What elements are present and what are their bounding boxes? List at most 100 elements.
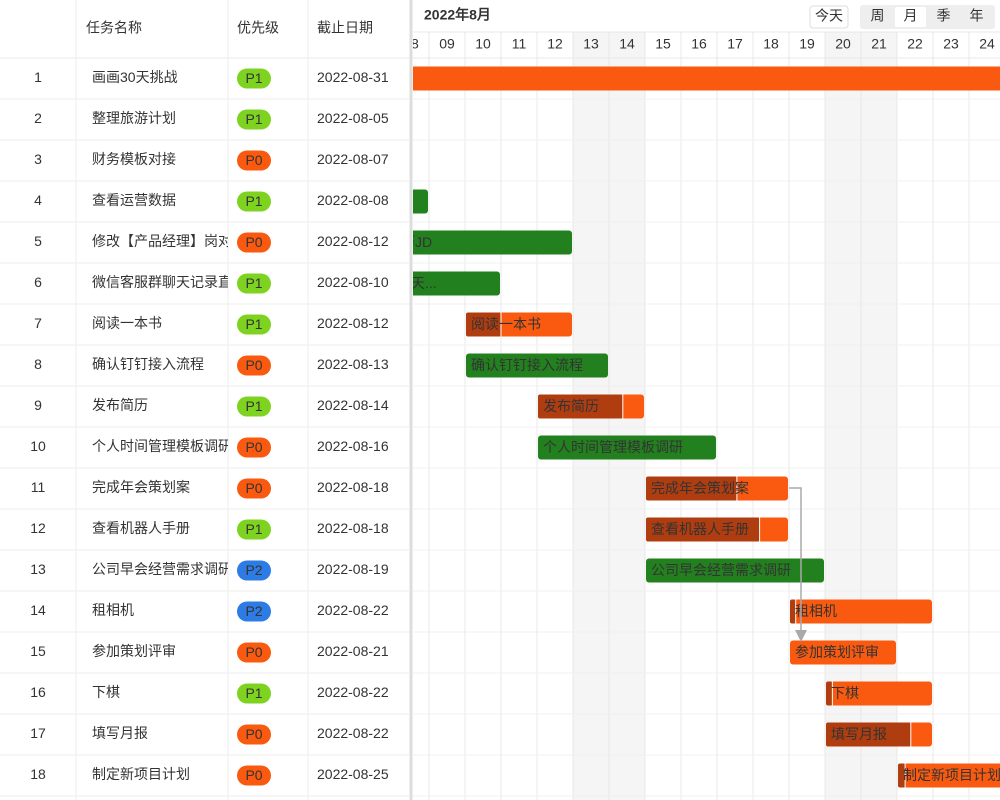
task-name: 参加策划评审 [92, 643, 176, 659]
bar-label: 阅读一本书 [471, 316, 541, 332]
task-bar [538, 435, 716, 460]
progress-bar [826, 722, 911, 747]
bar-label: 个人时间管理模板调研 [543, 439, 683, 455]
day-label: 21 [871, 36, 887, 52]
progress-bar [790, 599, 796, 624]
row-index: 17 [30, 725, 46, 741]
due-date: 2022-08-14 [317, 397, 389, 413]
row-index: 16 [30, 684, 46, 700]
task-bar [646, 558, 824, 583]
due-date: 2022-08-12 [317, 233, 389, 249]
task-bar [790, 640, 896, 665]
task-bar [790, 599, 932, 624]
timeline: 08 09 10 11 12 13 14 15 16 17 18 19 20 21 22 23 24 2022年… [219, 0, 1000, 800]
bar-label: 下棋 [831, 685, 859, 701]
due-date: 2022-08-22 [317, 602, 389, 618]
task-name: 修改【产品经理】岗对应的简历JD [92, 233, 305, 249]
weekend-column [825, 32, 861, 800]
progress-bar [646, 517, 760, 542]
bar-label: 租相机 [795, 603, 837, 619]
priority-text: P1 [245, 70, 262, 86]
task-name: 公司早会经营需求调研 [92, 561, 232, 577]
row-index: 18 [30, 766, 46, 782]
progress-bar [898, 763, 906, 788]
today-button[interactable] [809, 5, 849, 29]
priority-badge [237, 273, 271, 294]
priority-badge [237, 314, 271, 335]
priority-text: P0 [245, 644, 262, 660]
task-name: 个人时间管理模板调研 [92, 438, 232, 454]
weekend-column [861, 32, 897, 800]
day-label: 18 [763, 36, 779, 52]
day-label: 23 [943, 36, 959, 52]
day-label: 11 [512, 36, 527, 52]
priority-badge [237, 560, 271, 581]
day-label: 08 [403, 36, 419, 52]
bar-label: 参加策划评审 [795, 644, 879, 660]
due-date: 2022-08-16 [317, 438, 389, 454]
due-date: 2022-08-31 [317, 69, 389, 85]
due-date: 2022-08-12 [317, 315, 389, 331]
due-date: 2022-08-07 [317, 151, 389, 167]
day-label: 19 [799, 36, 815, 52]
row-index: 13 [30, 561, 46, 577]
priority-text: P1 [245, 111, 262, 127]
day-label: 12 [547, 36, 563, 52]
due-date: 2022-08-25 [317, 766, 389, 782]
due-date: 2022-08-08 [317, 192, 389, 208]
task-bar [413, 230, 572, 255]
task-name: 整理旅游计划 [92, 110, 176, 126]
priority-badge [237, 601, 271, 622]
row-index: 12 [30, 520, 46, 536]
task-bar [413, 189, 428, 214]
task-name: 查看机器人手册 [92, 520, 190, 536]
row-index: 15 [30, 643, 46, 659]
bar-label: 填写月报 [831, 726, 887, 742]
priority-badge [237, 109, 271, 130]
row-index: 11 [31, 479, 46, 495]
priority-badge [237, 683, 271, 704]
priority-text: P1 [245, 685, 262, 701]
row-index: 10 [30, 438, 46, 454]
task-bar [826, 681, 932, 706]
priority-text: P2 [245, 562, 262, 578]
priority-badge [237, 642, 271, 663]
view-option[interactable]: 年 [970, 8, 984, 24]
task-bar [413, 66, 1000, 91]
view-option[interactable]: 月 [904, 8, 918, 24]
day-label: 10 [475, 36, 491, 52]
day-label: 13 [583, 36, 599, 52]
progress-bar [646, 476, 737, 501]
bar-label: 发布简历 [543, 398, 599, 414]
task-bar [466, 353, 608, 378]
row-index: 2 [34, 110, 42, 126]
column-header: 任务名称 [86, 20, 142, 36]
view-option[interactable]: 周 [871, 8, 885, 24]
task-table: 任务名称 优先级 截止日期 1 画画30天挑战 P1 2022-08-31 2 整理旅游计… [0, 0, 413, 800]
day-label: 16 [691, 36, 707, 52]
day-label: 17 [727, 36, 743, 52]
bar-label: 修改【产品经理】岗对应的简历JD [219, 234, 432, 250]
row-index: 7 [34, 315, 42, 331]
day-label: 15 [655, 36, 671, 52]
task-name: 租相机 [92, 602, 134, 618]
priority-badge [237, 68, 271, 89]
task-name: 制定新项目计划 [92, 766, 190, 782]
view-switch [860, 5, 995, 29]
month-label: 2022年8月 [424, 7, 491, 23]
row-index: 14 [30, 602, 46, 618]
row-index: 5 [34, 233, 42, 249]
priority-text: P1 [245, 275, 262, 291]
priority-text: P0 [245, 357, 262, 373]
priority-text: P0 [245, 439, 262, 455]
row-index: 4 [34, 192, 42, 208]
dependency-arrow [789, 487, 807, 642]
due-date: 2022-08-10 [317, 274, 389, 290]
day-label: 09 [439, 36, 455, 52]
priority-badge [237, 437, 271, 458]
view-option[interactable]: 季 [937, 8, 951, 24]
priority-text: P1 [245, 398, 262, 414]
row-index: 9 [34, 397, 42, 413]
bar-label: 确认钉钉接入流程 [471, 357, 583, 373]
task-bar [413, 271, 500, 296]
